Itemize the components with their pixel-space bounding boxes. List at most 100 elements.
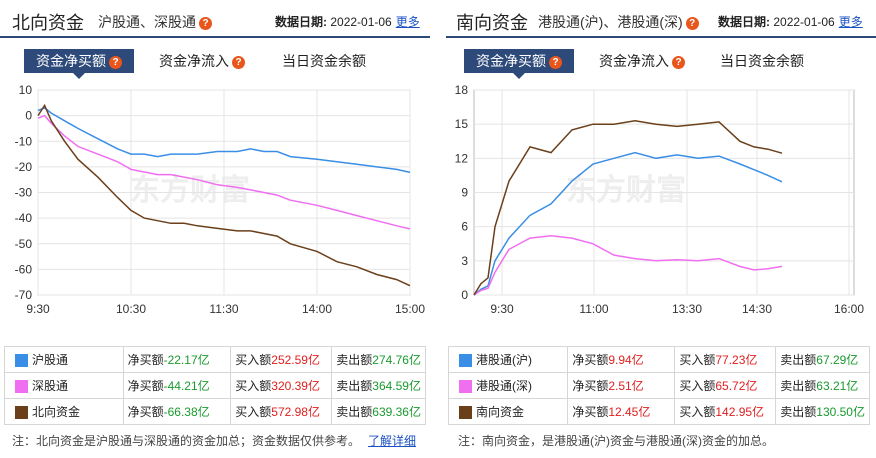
buy-label: 买入额 — [235, 353, 272, 367]
more-link[interactable]: 更多 — [395, 15, 420, 29]
y-tick-label: 0 — [461, 288, 468, 302]
y-tick-label: -30 — [15, 186, 33, 200]
tab-net-buy[interactable]: 资金净买额? — [464, 49, 574, 79]
y-tick-label: 9 — [461, 186, 468, 200]
color-swatch — [15, 380, 28, 394]
net-label: 净买额 — [572, 353, 609, 367]
sell-label: 卖出额 — [780, 379, 817, 393]
buy-label: 买入额 — [679, 353, 716, 367]
watermark: 东方财富 — [566, 173, 686, 207]
legend-series: 港股通(深) — [447, 372, 569, 399]
legend-series: 港股通(沪) — [447, 346, 569, 373]
y-tick-label: 12 — [455, 151, 469, 165]
tab-label: 当日资金余额 — [720, 53, 804, 69]
sell-label: 卖出额 — [336, 353, 373, 367]
sell-value: 274.76亿 — [372, 353, 421, 367]
sell-cell: 卖出额639.36亿 — [331, 398, 426, 425]
date-label: 数据日期: — [275, 15, 327, 29]
help-icon[interactable]: ? — [232, 55, 245, 69]
net-cell: 净买额-22.17亿 — [122, 346, 232, 373]
net-cell: 净买额2.51亿 — [567, 372, 676, 399]
north-title: 北向资金 — [12, 13, 84, 33]
y-tick-label: 15 — [455, 117, 469, 131]
series-name: 南向资金 — [476, 405, 525, 419]
net-value: 9.94亿 — [608, 353, 644, 367]
x-tick-label: 14:30 — [742, 302, 772, 316]
table-row: 北向资金 净买额-66.38亿 买入额572.98亿 卖出额639.36亿 — [4, 398, 426, 425]
y-tick-label: 0 — [25, 109, 32, 123]
series-name: 港股通(深) — [476, 379, 532, 393]
sell-value: 63.21亿 — [816, 379, 859, 393]
x-tick-label: 11:00 — [579, 302, 608, 316]
buy-label: 买入额 — [235, 405, 272, 419]
buy-cell: 买入额572.98亿 — [230, 398, 333, 425]
color-swatch — [459, 354, 472, 368]
table-row: 深股通 净买额-44.21亿 买入额320.39亿 卖出额364.59亿 — [4, 372, 426, 399]
x-tick-label: 9:30 — [26, 302, 50, 316]
series-line — [473, 151, 783, 296]
north-subtitle: 沪股通、深股通? — [98, 12, 212, 32]
series-name: 北向资金 — [32, 405, 81, 419]
south-panel: 南向资金 港股通(沪)、港股通(深)? 数据日期: 2022-01-06 更多 资… — [446, 0, 876, 458]
sell-label: 卖出额 — [336, 379, 373, 393]
y-tick-label: 10 — [19, 83, 33, 97]
y-tick-label: -70 — [15, 288, 33, 302]
sell-label: 卖出额 — [780, 405, 817, 419]
series-name: 港股通(沪) — [476, 353, 532, 367]
series-line — [37, 114, 411, 230]
net-cell: 净买额12.45亿 — [567, 398, 676, 425]
x-tick-label: 15:00 — [395, 302, 425, 316]
buy-label: 买入额 — [679, 379, 716, 393]
north-panel: 北向资金 沪股通、深股通? 数据日期: 2022-01-06 更多 资金净买额? … — [0, 0, 430, 458]
buy-label: 买入额 — [235, 379, 272, 393]
net-cell: 净买额-44.21亿 — [122, 372, 232, 399]
sell-value: 130.50亿 — [816, 405, 865, 419]
date-label: 数据日期: — [718, 15, 770, 29]
y-tick-label: 6 — [461, 220, 468, 234]
help-icon[interactable]: ? — [685, 16, 699, 30]
table-row: 港股通(深) 净买额2.51亿 买入额65.72亿 卖出额63.21亿 — [447, 372, 870, 399]
help-icon[interactable]: ? — [672, 55, 685, 69]
north-tabs: 资金净买额? 资金净流入? 当日资金余额 — [0, 49, 430, 79]
learn-more-link[interactable]: 了解详细 — [368, 434, 417, 448]
tab-net-inflow[interactable]: 资金净流入? — [599, 49, 685, 73]
south-tabs: 资金净买额? 资金净流入? 当日资金余额 — [446, 49, 876, 79]
net-label: 净买额 — [572, 379, 609, 393]
north-note: 注：北向资金是沪股通与深股通的资金加总；资金数据仅供参考。 了解详细 — [12, 432, 416, 449]
sell-cell: 卖出额67.29亿 — [775, 346, 870, 373]
tab-net-buy[interactable]: 资金净买额? — [24, 49, 134, 79]
y-tick-label: -20 — [15, 160, 33, 174]
y-tick-label: -60 — [15, 262, 33, 276]
date-value: 2022-01-06 — [773, 15, 835, 29]
net-value: 2.51亿 — [608, 379, 644, 393]
series-name: 沪股通 — [32, 353, 69, 367]
color-swatch — [459, 406, 472, 420]
south-legend-table: 港股通(沪) 净买额9.94亿 买入额77.23亿 卖出额67.29亿 港股通(深) 净买… — [447, 346, 870, 425]
sell-label: 卖出额 — [336, 405, 373, 419]
buy-value: 320.39亿 — [271, 379, 320, 393]
buy-cell: 买入额77.23亿 — [674, 346, 777, 373]
net-label: 净买额 — [572, 405, 609, 419]
net-value: 12.45亿 — [608, 405, 651, 419]
help-icon[interactable]: ? — [109, 55, 122, 69]
tab-balance[interactable]: 当日资金余额 — [282, 49, 366, 73]
north-subtitle-text: 沪股通、深股通 — [98, 14, 196, 30]
sell-cell: 卖出额63.21亿 — [775, 372, 870, 399]
series-line — [473, 235, 783, 296]
legend-series: 沪股通 — [4, 346, 124, 373]
north-chart: 东方财富 100-10-20-30-40-50-60-709:30 10:30 11… — [15, 83, 426, 316]
x-tick-label: 14:00 — [302, 302, 332, 316]
tab-balance[interactable]: 当日资金余额 — [720, 49, 804, 73]
series-name: 深股通 — [32, 379, 69, 393]
note-text: 注：北向资金是沪股通与深股通的资金加总；资金数据仅供参考。 — [12, 434, 361, 448]
south-title: 南向资金 — [456, 13, 528, 33]
help-icon[interactable]: ? — [549, 55, 562, 69]
net-cell: 净买额-66.38亿 — [122, 398, 232, 425]
tab-net-inflow[interactable]: 资金净流入? — [159, 49, 245, 73]
help-icon[interactable]: ? — [199, 16, 212, 30]
more-link[interactable]: 更多 — [838, 15, 863, 29]
color-swatch — [459, 380, 472, 394]
series-line — [37, 103, 411, 287]
series-line — [473, 119, 783, 296]
buy-cell: 买入额65.72亿 — [674, 372, 777, 399]
